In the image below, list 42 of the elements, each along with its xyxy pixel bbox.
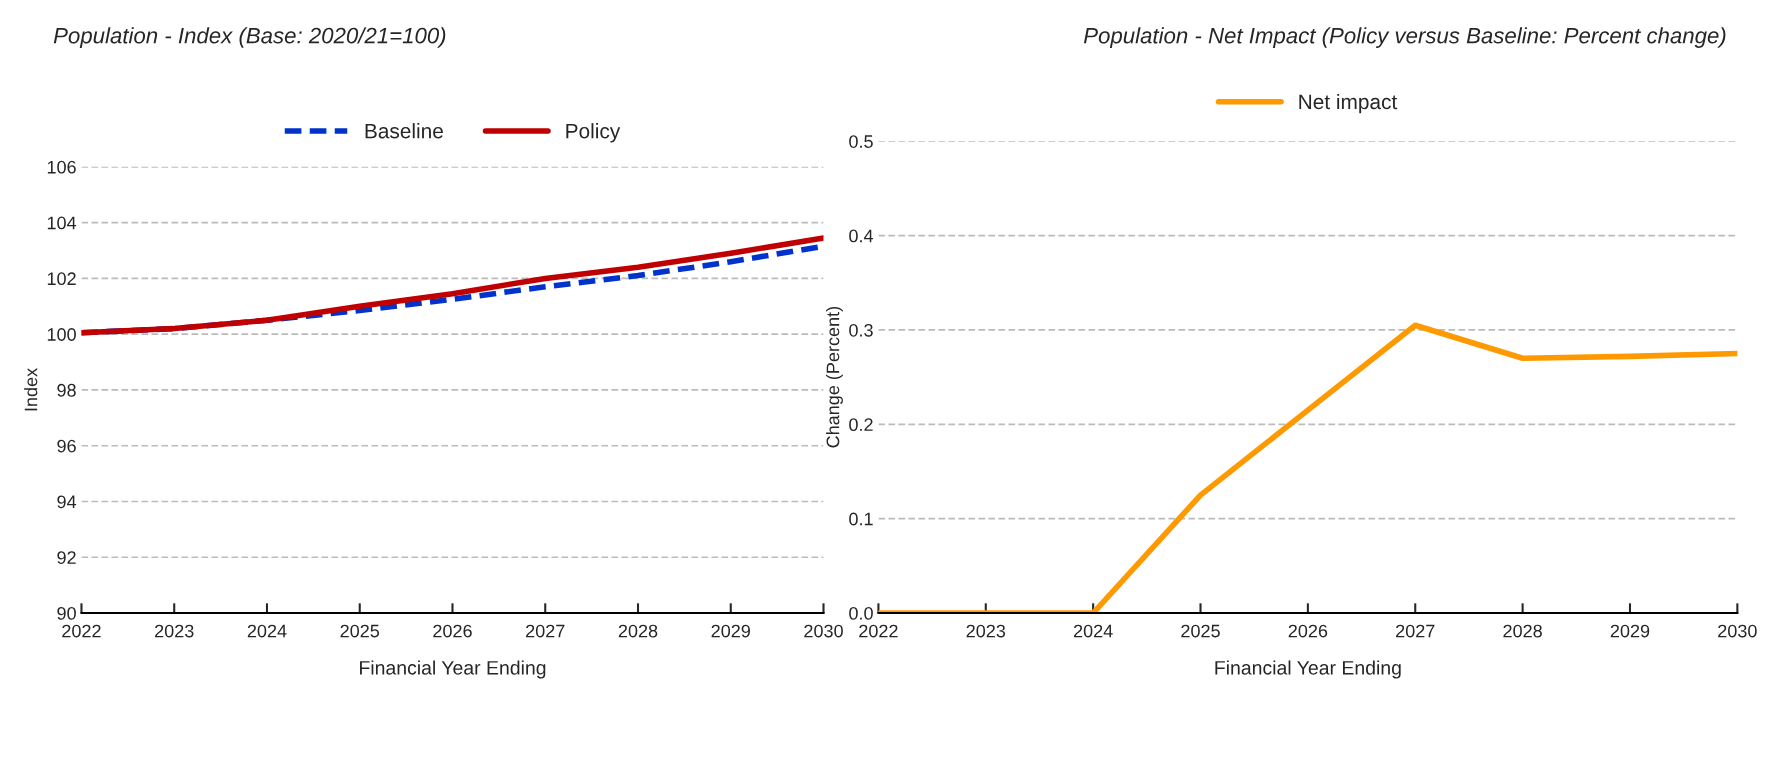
y-tick-label: 0.4 [849, 229, 874, 243]
y-tick-label: 98 [57, 383, 76, 397]
y-tick-label: 0.5 [849, 135, 873, 148]
x-tick-label: 2025 [1181, 624, 1220, 638]
x-tick-label: 2023 [155, 624, 194, 638]
y-tick-label: 0.1 [849, 512, 873, 526]
x-axis-title: Financial Year Ending [1215, 660, 1401, 679]
x-tick-label: 2029 [711, 624, 750, 638]
y-axis-title: Index [24, 368, 38, 411]
x-tick-label: 2022 [62, 624, 101, 638]
legend-label: Baseline [365, 123, 443, 139]
x-tick-label: 2022 [859, 624, 898, 638]
x-tick-label: 2028 [1503, 624, 1542, 638]
legend-label: Net impact [1299, 93, 1398, 114]
x-axis-title: Financial Year Ending [360, 660, 546, 679]
y-tick-label: 102 [47, 272, 76, 286]
chart-title: Population - Index (Base: 2020/21=100) [53, 27, 446, 48]
x-tick-label: 2026 [1288, 624, 1328, 638]
y-tick-label: 90 [57, 606, 76, 620]
x-tick-label: 2024 [247, 624, 287, 638]
x-tick-label: 2030 [804, 624, 843, 638]
y-tick-label: 92 [57, 551, 76, 564]
y-tick-label: 100 [47, 328, 76, 341]
y-tick-label: 106 [47, 160, 76, 174]
x-tick-label: 2025 [340, 624, 380, 638]
y-axis-title: Change (Percent) [826, 306, 843, 448]
legend-label: Policy [566, 123, 621, 143]
x-tick-label: 2023 [966, 624, 1006, 638]
x-tick-label: 2028 [618, 624, 658, 638]
chart-title: Population - Net Impact (Policy versus Baseline: Percent change) [1083, 27, 1726, 48]
x-tick-label: 2029 [1610, 624, 1650, 638]
x-tick-label: 2024 [1073, 624, 1113, 638]
y-tick-label: 94 [57, 495, 77, 509]
y-tick-label: 0.0 [849, 606, 873, 620]
y-tick-label: 0.3 [849, 323, 873, 337]
y-tick-label: 0.2 [849, 418, 873, 432]
x-tick-label: 2026 [433, 624, 472, 638]
y-tick-label: 104 [47, 216, 77, 230]
x-tick-label: 2027 [1396, 624, 1435, 638]
y-tick-label: 96 [57, 439, 76, 453]
x-tick-label: 2027 [526, 624, 565, 638]
x-tick-label: 2030 [1718, 624, 1757, 638]
